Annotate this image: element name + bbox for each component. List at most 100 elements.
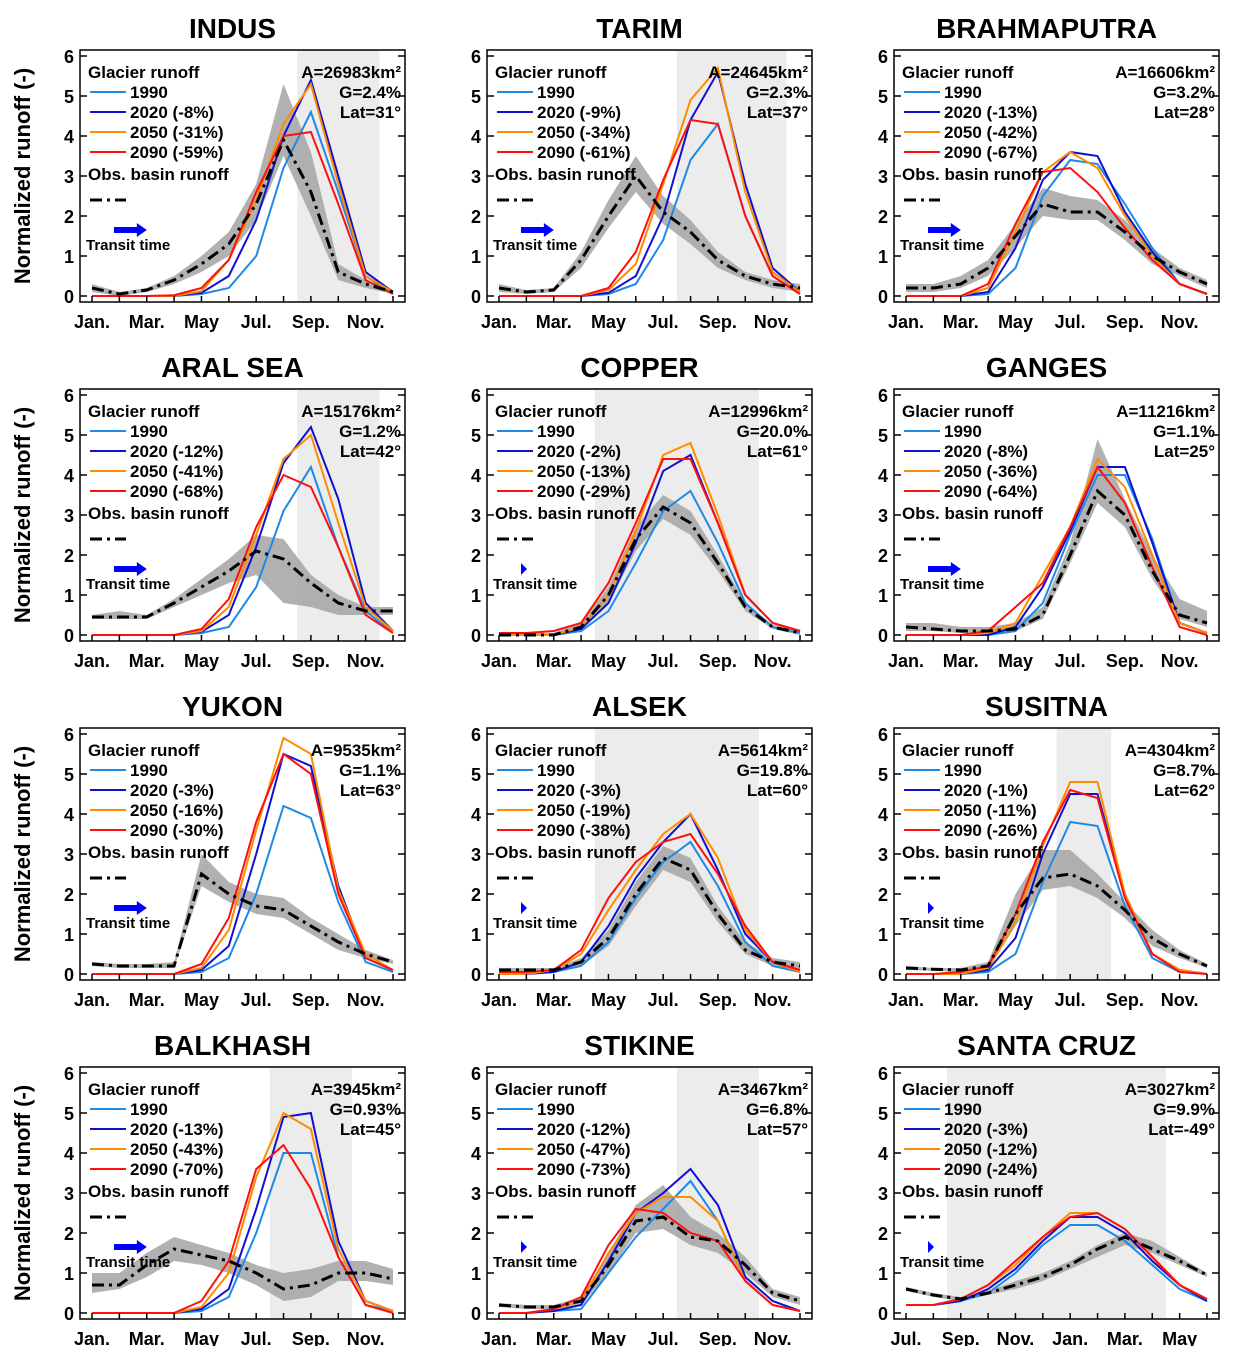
transit-time-label: Transit time	[493, 1254, 577, 1271]
y-tick-label: 5	[878, 765, 888, 785]
y-tick-label: 1	[64, 586, 74, 606]
y-tick-label: 5	[471, 1104, 481, 1124]
legend-label-1990: 1990	[944, 422, 982, 441]
basin-latitude: Lat=31°	[340, 103, 401, 122]
legend-obs-header: Obs. basin runoff	[495, 504, 636, 523]
legend-label-2090: 2090 (-24%)	[944, 1160, 1038, 1179]
transit-time-label: Transit time	[900, 915, 984, 932]
y-tick-label: 3	[471, 845, 481, 865]
y-tick-label: 4	[471, 1144, 481, 1164]
x-tick-label: Sep.	[1106, 990, 1144, 1010]
transit-time-label: Transit time	[86, 237, 170, 254]
basin-latitude: Lat=28°	[1154, 103, 1215, 122]
legend-label-2020: 2020 (-13%)	[130, 1120, 224, 1139]
legend-obs-header: Obs. basin runoff	[495, 165, 636, 184]
transit-arrow-head	[136, 1240, 147, 1254]
basin-area: A=3945km²	[311, 1080, 402, 1099]
obs-runoff-line	[91, 871, 394, 968]
series-2090-line	[906, 788, 1208, 975]
legend-label-1990: 1990	[537, 761, 575, 780]
y-tick-label: 4	[471, 127, 481, 147]
basin-area: A=3027km²	[1125, 1080, 1216, 1099]
legend-label-2050: 2050 (-31%)	[130, 123, 224, 142]
obs-runoff-line	[905, 488, 1208, 633]
legend-glacier-header: Glacier runoff	[88, 741, 200, 760]
y-tick-label: 3	[471, 167, 481, 187]
legend-glacier-header: Glacier runoff	[495, 63, 607, 82]
transit-arrow-shaft	[114, 227, 139, 233]
obs-runoff-line	[905, 872, 1208, 972]
obs-runoff-band	[906, 1233, 1207, 1301]
y-tick-label: 2	[64, 207, 74, 227]
x-tick-label: Jan.	[481, 990, 517, 1010]
y-tick-label: 3	[64, 1184, 74, 1204]
y-tick-label: 4	[878, 127, 888, 147]
y-tick-label: 1	[878, 247, 888, 267]
x-tick-label: Sep.	[699, 990, 737, 1010]
obs-runoff-line	[92, 549, 393, 619]
legend-label-2090: 2090 (-68%)	[130, 482, 224, 501]
obs-runoff-line	[499, 505, 801, 637]
x-tick-label: May	[998, 990, 1033, 1010]
y-tick-label: 1	[878, 1264, 888, 1284]
obs-runoff-band	[92, 535, 393, 619]
transit-arrow-head	[928, 902, 934, 914]
panel-title: ARAL SEA	[161, 352, 304, 383]
panel-yukon: YUKON 0 1 2 3 4 5 6 Jan. Mar. May Jul. Sep. Nov. Glaci…	[64, 691, 406, 1010]
basin-area: A=24645km²	[708, 63, 808, 82]
x-tick-label: Mar.	[129, 312, 165, 332]
legend-label-2020: 2020 (-12%)	[130, 442, 224, 461]
legend-label-2050: 2050 (-42%)	[944, 123, 1038, 142]
legend-label-2020: 2020 (-3%)	[537, 781, 621, 800]
y-tick-label: 4	[471, 466, 481, 486]
transit-arrow-shaft	[928, 566, 953, 572]
basin-area: A=3467km²	[718, 1080, 809, 1099]
x-tick-label: Nov.	[347, 312, 385, 332]
series-2090-line	[92, 473, 394, 636]
x-tick-label: Jan.	[481, 651, 517, 671]
y-tick-label: 3	[878, 1184, 888, 1204]
y-tick-label: 6	[471, 1064, 481, 1084]
basin-area: A=15176km²	[301, 402, 401, 421]
obs-runoff-line	[92, 1247, 394, 1291]
legend-label-2090: 2090 (-70%)	[130, 1160, 224, 1179]
legend-obs-header: Obs. basin runoff	[495, 1182, 636, 1201]
y-tick-label: 0	[64, 965, 74, 985]
basin-latitude: Lat=42°	[340, 442, 401, 461]
x-tick-label: Sep.	[699, 1329, 737, 1346]
series-2020-line	[499, 1167, 801, 1314]
y-tick-label: 4	[878, 805, 888, 825]
panel-title: TARIM	[596, 13, 683, 44]
y-tick-label: 0	[878, 965, 888, 985]
x-tick-label: Sep.	[1106, 651, 1144, 671]
y-axis-label: Normalized runoff (-)	[10, 407, 35, 623]
legend-label-1990: 1990	[537, 1100, 575, 1119]
panel-title: GANGES	[986, 352, 1107, 383]
legend-label-2090: 2090 (-29%)	[537, 482, 631, 501]
legend-obs-header: Obs. basin runoff	[495, 843, 636, 862]
y-tick-label: 5	[471, 87, 481, 107]
x-tick-label: Nov.	[347, 651, 385, 671]
panel-copper: COPPER 0 1 2 3 4 5 6 Jan. Mar. May Jul. Sep. Nov. Glac…	[471, 352, 813, 671]
y-tick-label: 1	[878, 586, 888, 606]
series-2090-line	[499, 1207, 801, 1314]
y-tick-label: 3	[878, 167, 888, 187]
x-tick-label: Sep.	[942, 1329, 980, 1346]
transit-time-label: Transit time	[900, 1254, 984, 1271]
y-tick-label: 5	[878, 87, 888, 107]
y-tick-label: 4	[878, 466, 888, 486]
x-tick-label: Jan.	[888, 312, 924, 332]
y-tick-label: 5	[471, 765, 481, 785]
y-tick-label: 0	[471, 1304, 481, 1324]
panel-brahmaputra: BRAHMAPUTRA 0 1 2 3 4 5 6 Jan. Mar. May Jul. Sep. Nov…	[878, 13, 1220, 332]
legend-obs-header: Obs. basin runoff	[88, 504, 229, 523]
obs-runoff-band	[906, 188, 1207, 292]
obs-runoff-line	[498, 1215, 801, 1309]
basin-latitude: Lat=-49°	[1148, 1120, 1215, 1139]
x-tick-label: Sep.	[292, 651, 330, 671]
panel-title: ALSEK	[592, 691, 687, 722]
transit-arrow-shaft	[114, 566, 139, 572]
transit-time-label: Transit time	[86, 576, 170, 593]
panel-ganges: GANGES 0 1 2 3 4 5 6 Jan. Mar. May Jul. Sep. Nov. Glac…	[878, 352, 1220, 671]
basin-latitude: Lat=60°	[747, 781, 808, 800]
